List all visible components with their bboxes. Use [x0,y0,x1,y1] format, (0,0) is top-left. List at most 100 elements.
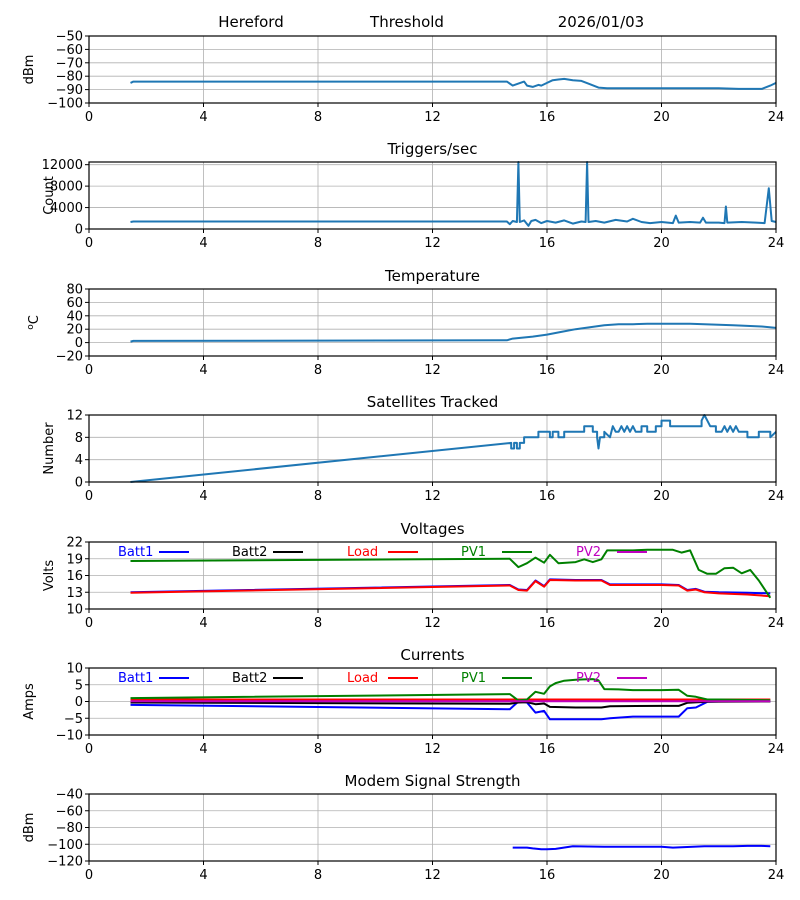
x-tick-label: 20 [653,236,670,251]
panel-voltages: Batt1 Batt2 Load PV1 PV2 0 4 8 12 16 20 24 10 13 16 192… [42,520,784,631]
y-tick-label: 20 [66,323,83,338]
series-satellites [130,414,777,483]
x-tick-label: 4 [199,868,207,883]
y-tick-label: −120 [47,855,83,870]
x-tick-label: 4 [199,236,207,251]
x-tick-label: 24 [768,616,785,631]
series-load [130,579,771,598]
chart-title: Currents [400,646,464,664]
x-tick-label: 0 [85,110,93,125]
y-tick-label: −50 [56,30,83,45]
chart-title: Triggers/sec [387,140,478,158]
header-station: Hereford [218,13,283,31]
x-tick-label: 4 [199,110,207,125]
x-tick-label: 24 [768,110,785,125]
x-tick-label: 0 [85,363,93,378]
y-tick-label: 40 [66,309,83,324]
x-tick-label: 16 [539,489,556,504]
legend-label-load: Load [347,671,378,686]
y-tick-label: 4000 [50,201,83,216]
y-tick-label: −20 [56,350,83,365]
y-tick-label: −100 [47,97,83,112]
x-tick-label: 16 [539,110,556,125]
y-tick-label: 12000 [42,158,83,173]
y-tick-label: 12 [66,409,83,424]
y-axis-label: oC [26,315,42,330]
x-tick-label: 20 [653,742,670,757]
legend-label-pv1: PV1 [461,545,486,560]
x-tick-label: 0 [85,742,93,757]
y-tick-label: −90 [56,83,83,98]
x-tick-label: 16 [539,363,556,378]
header-mode: Threshold [369,13,444,31]
y-tick-label: 4 [75,453,83,468]
y-tick-label: 5 [75,678,83,693]
series-pv1 [130,548,772,599]
x-tick-label: 12 [424,616,441,631]
x-tick-label: 16 [539,742,556,757]
legend-label-batt2: Batt2 [232,545,267,560]
legend-label-batt1: Batt1 [118,545,153,560]
x-tick-label: 4 [199,363,207,378]
series-modem [512,844,771,851]
x-tick-label: 20 [653,616,670,631]
x-tick-label: 4 [199,742,207,757]
x-tick-label: 0 [85,236,93,251]
panel-modem: 0 4 8 12 16 20 24 −120 −100 −80 −60−40 Modem Signal… [22,772,784,883]
x-tick-label: 20 [653,110,670,125]
y-axis-label: Volts [42,560,57,592]
series-temperature [130,322,777,343]
x-tick-label: 0 [85,489,93,504]
y-tick-label: −40 [56,788,83,803]
x-tick-label: 12 [424,363,441,378]
x-tick-label: 8 [314,363,322,378]
y-tick-label: −5 [64,712,83,727]
x-tick-label: 16 [539,868,556,883]
y-tick-label: −80 [56,821,83,836]
y-tick-label: −100 [47,838,83,853]
y-tick-label: 8 [75,431,83,446]
x-tick-label: 20 [653,868,670,883]
x-tick-label: 8 [314,868,322,883]
legend-label-batt2: Batt2 [232,671,267,686]
x-tick-label: 8 [314,489,322,504]
y-tick-label: 16 [66,569,83,584]
y-tick-label: 22 [66,536,83,551]
y-axis-label: dBm [22,813,37,843]
y-tick-label: 0 [75,695,83,710]
x-tick-label: 20 [653,489,670,504]
legend-label-pv2: PV2 [576,671,601,686]
x-tick-label: 16 [539,616,556,631]
panel-satellites: 0 4 8 12 16 20 24 0 4 8 12 Satellites Tracked Number [42,393,784,504]
x-tick-label: 8 [314,616,322,631]
y-tick-label: −60 [56,804,83,819]
y-tick-label: 10 [66,603,83,618]
y-axis-label: Count [42,176,57,215]
y-tick-label: −60 [56,43,83,58]
x-tick-label: 24 [768,868,785,883]
chart-title: Modem Signal Strength [345,772,521,790]
x-tick-label: 12 [424,489,441,504]
x-tick-label: 8 [314,110,322,125]
x-tick-label: 0 [85,868,93,883]
x-tick-label: 20 [653,363,670,378]
legend-label-batt1: Batt1 [118,671,153,686]
y-tick-label: 60 [66,296,83,311]
x-tick-label: 24 [768,236,785,251]
x-tick-label: 8 [314,742,322,757]
x-tick-label: 12 [424,742,441,757]
x-tick-label: 24 [768,742,785,757]
y-axis-label: dBm [22,55,37,85]
x-tick-label: 16 [539,236,556,251]
y-tick-label: 8000 [50,180,83,195]
series-batt2 [130,700,771,709]
chart-title: Voltages [400,520,464,538]
x-tick-label: 4 [199,489,207,504]
x-tick-label: 4 [199,616,207,631]
series-triggers [130,161,777,227]
y-tick-label: −10 [56,729,83,744]
y-tick-label: 19 [66,552,83,567]
y-tick-label: 80 [66,283,83,298]
